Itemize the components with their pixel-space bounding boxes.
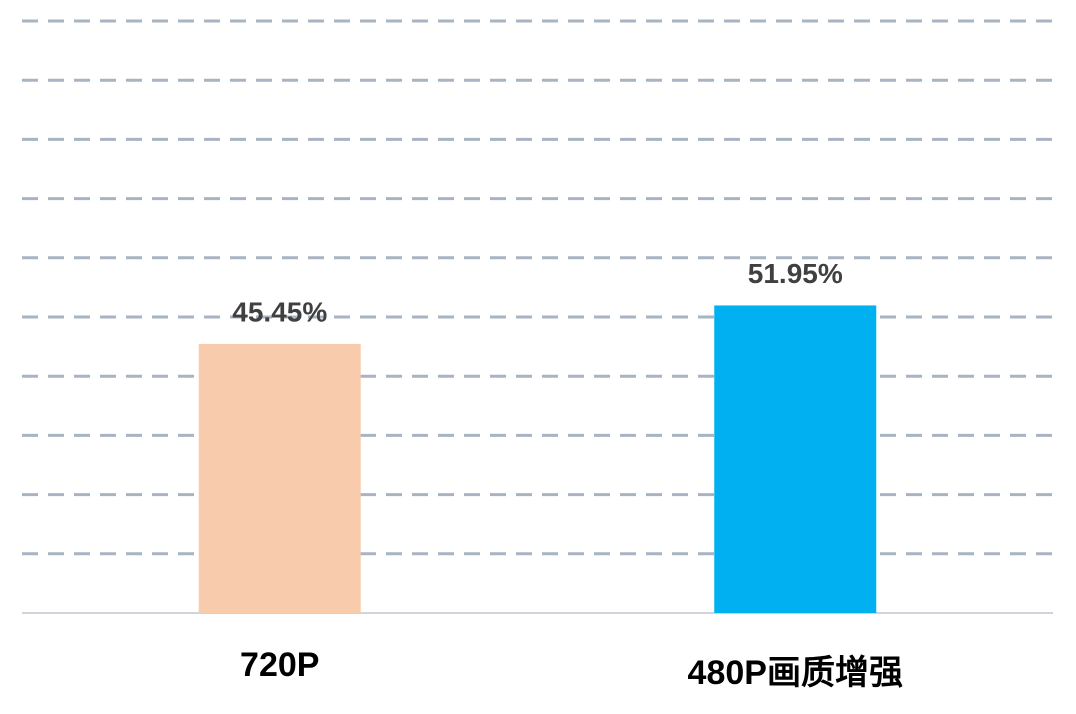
- data-label: 51.95%: [748, 258, 843, 289]
- bar: [714, 305, 877, 613]
- x-tick-label: 480P画质增强: [688, 654, 903, 692]
- x-tick-label: 720P: [240, 646, 319, 684]
- bar: [198, 343, 361, 613]
- data-label: 45.45%: [232, 296, 327, 327]
